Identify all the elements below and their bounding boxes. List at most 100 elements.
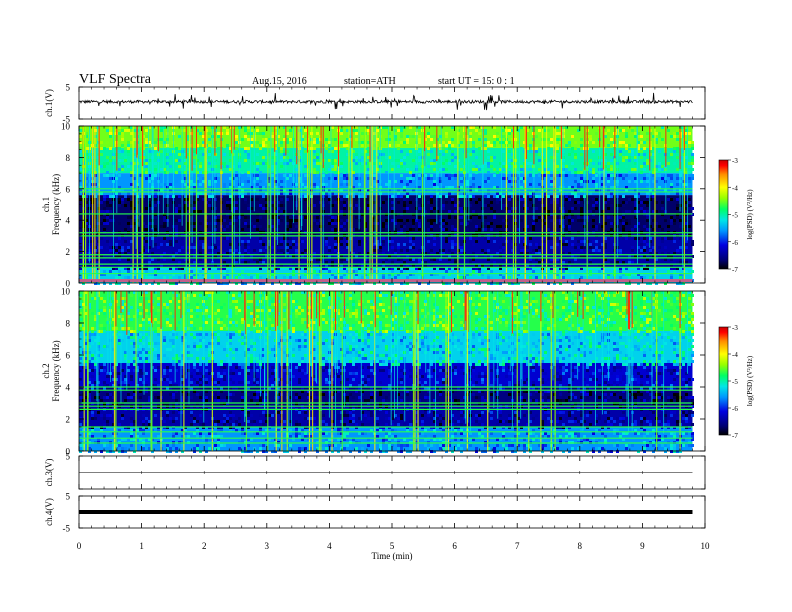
ch2-spectrogram-cell	[520, 312, 523, 315]
ch2-spectrogram-cell	[355, 318, 358, 321]
ch1-spectrogram-cell	[523, 171, 526, 174]
ch1-spectrogram-cell	[298, 282, 301, 285]
ch1-spectrogram-cell	[295, 219, 298, 222]
ch2-spectrogram-cell	[121, 309, 124, 312]
ch1-spectrogram-cell	[85, 135, 88, 138]
ch1-spectrogram-cell	[604, 201, 607, 204]
ch1-spectrogram-cell	[469, 135, 472, 138]
ch2-spectrogram-cell	[646, 318, 649, 321]
ch2-spectrogram-cell	[379, 300, 382, 303]
ch1-spectrogram-cell	[427, 282, 430, 285]
ch2-spectrogram-cell	[364, 327, 367, 330]
ch2-spectrogram-cell	[304, 333, 307, 336]
ch1-spectrogram-cell	[634, 237, 637, 240]
ch1-spectrogram-cell	[274, 153, 277, 156]
ch1-spectrogram-cell	[604, 243, 607, 246]
ch1-spectrogram-cell	[580, 240, 583, 243]
ch1-spectrogram-cell	[250, 198, 253, 201]
ch2-spectrogram-cell	[91, 327, 94, 330]
ch1-spectrogram-cell	[295, 267, 298, 270]
ch1-spectrogram-cell	[217, 264, 220, 267]
ch1-spectrogram-cell	[631, 249, 634, 252]
ch1-spectrogram-cell	[403, 225, 406, 228]
ch1-spectrogram-cell	[364, 189, 367, 192]
ch1-spectrogram-cell	[544, 249, 547, 252]
ch2-spectrogram-cell	[196, 309, 199, 312]
ch1-spectrogram-band	[79, 126, 693, 148]
ch1-spectrogram-cell	[568, 264, 571, 267]
ch1-spectrogram-cell	[382, 252, 385, 255]
ch1-spectrogram-cell	[145, 177, 148, 180]
ch2-spectrogram-cell	[187, 303, 190, 306]
ch1-spectrogram-cell	[652, 147, 655, 150]
ch1-spectrogram-cell	[649, 276, 652, 279]
ch1-spectrogram-cell	[433, 267, 436, 270]
ch1-spectrogram-cell	[232, 153, 235, 156]
ch1-spectrogram-cell	[664, 228, 667, 231]
ch1-spectrogram-cell	[454, 168, 457, 171]
ch1-spectrogram-cell	[478, 132, 481, 135]
ch1-spectrogram-cell	[229, 243, 232, 246]
ch1-spectrogram-cell	[439, 237, 442, 240]
ch1-spectrogram-cell	[247, 225, 250, 228]
ch1-spectrogram-cell	[373, 198, 376, 201]
ch1-spectrogram-cell	[571, 282, 574, 285]
ch1-spectrogram-cell	[490, 276, 493, 279]
ch1-spectrogram-cell	[445, 150, 448, 153]
ch1-spectrogram-cell	[118, 126, 121, 129]
ch1-spectrogram-cell	[325, 183, 328, 186]
ch1-spectrogram-cell	[235, 261, 238, 264]
ch1-spectrogram-cell	[262, 261, 265, 264]
ch1-spectrogram-cell	[550, 270, 553, 273]
ch1-spectrogram-cell	[79, 126, 82, 129]
ch1-spectrogram-cell	[469, 132, 472, 135]
ch1-spectrogram-cell	[649, 129, 652, 132]
ch1-spectrogram-cell	[115, 255, 118, 258]
ch2-spectrogram-cell	[205, 333, 208, 336]
ch1-spectrogram-cell	[511, 186, 514, 189]
ch1-spectrogram-cell	[277, 222, 280, 225]
station-label: station=ATH	[344, 76, 396, 87]
ch1-spectrogram-cell	[670, 267, 673, 270]
ch1-spectrogram-cell	[214, 144, 217, 147]
ch1-spectrogram-cell	[304, 192, 307, 195]
ch1-spectrogram-cell	[511, 282, 514, 285]
ch2-spectrogram-cell	[565, 309, 568, 312]
ch1-spectrogram-cell	[412, 237, 415, 240]
ch1-spectrogram-cell	[646, 282, 649, 285]
ch1-spectrogram-cell	[430, 264, 433, 267]
ch2-spectrogram-cell	[79, 318, 82, 321]
ch1-spectrogram-cell	[193, 240, 196, 243]
ch1-spectrogram-cell	[202, 141, 205, 144]
ch1-spectrogram-cell	[607, 207, 610, 210]
ch1-spectrogram-cell	[688, 180, 691, 183]
ch2-spectrogram-cell	[523, 306, 526, 309]
ch1-spectrogram-cell	[241, 171, 244, 174]
ch1-spectrogram-cell	[619, 144, 622, 147]
ch1-spectrogram-cell	[400, 162, 403, 165]
ch1-spectrogram-cell	[256, 126, 259, 129]
ch2-spectrogram-cell	[556, 318, 559, 321]
ch1-spectrogram-cell	[127, 216, 130, 219]
ch1-spectrogram-cell	[466, 228, 469, 231]
ch1-spectrogram-cell	[373, 243, 376, 246]
ch1-spectrogram-cell	[550, 156, 553, 159]
ch1-spectrogram-cell	[619, 252, 622, 255]
ch1-spectrogram-cell	[196, 282, 199, 285]
ch2-spectrogram-cell	[121, 327, 124, 330]
ch1-spectrogram-cell	[370, 255, 373, 258]
ch1-spectrogram-cell	[163, 276, 166, 279]
ch1-spectrogram-cell	[526, 129, 529, 132]
ch1-spectrogram-cell	[256, 228, 259, 231]
ch1-spectrogram-cell	[190, 183, 193, 186]
ch2-spectrogram-cell	[520, 321, 523, 324]
ch1-spectrogram-cell	[589, 261, 592, 264]
ch1-spectrogram-cell	[643, 249, 646, 252]
ch1-spectrogram-cell	[244, 282, 247, 285]
ch1-spectrogram-cell	[601, 267, 604, 270]
ch1-spectrogram-cell	[460, 210, 463, 213]
ch1-spectrogram-cell	[115, 249, 118, 252]
ch1-spectrogram-cell	[403, 210, 406, 213]
ch2-spectrogram-cell	[598, 318, 601, 321]
ch1-spectrogram-cell	[499, 267, 502, 270]
